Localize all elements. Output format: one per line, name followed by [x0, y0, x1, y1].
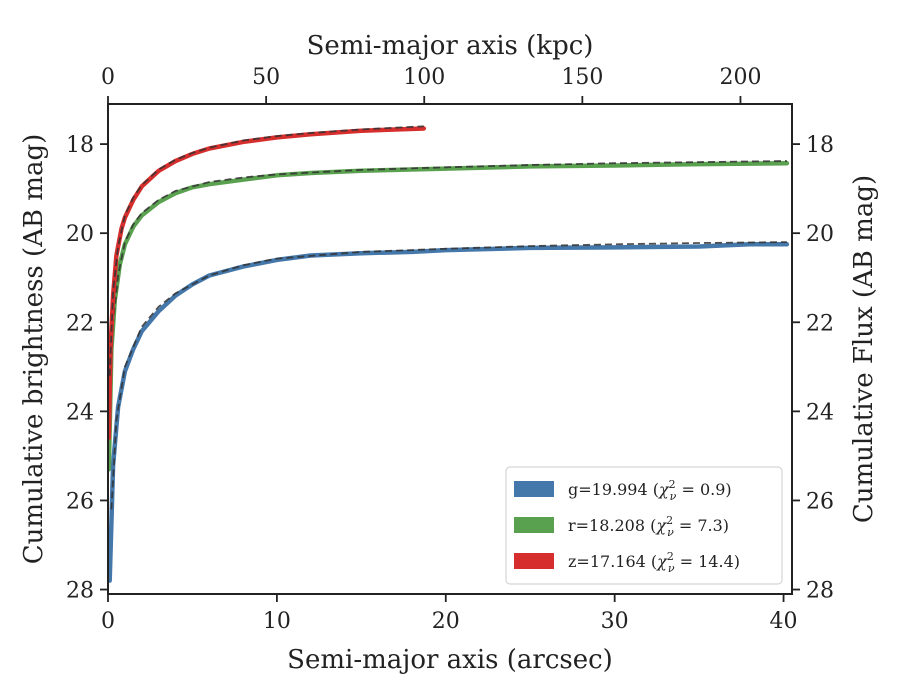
series-2-profile-line	[108, 126, 427, 441]
x-tick-label-1: 10	[263, 609, 291, 634]
top-x-tick-label-1: 50	[252, 65, 280, 90]
legend-label-1: r=18.208 (χ2 ν = 7.3)	[568, 514, 729, 539]
series-1-model-line	[108, 160, 787, 403]
y-tick-label-3: 24	[66, 400, 94, 425]
right-y-tick-label-1: 20	[806, 222, 834, 247]
series-0-model-line	[110, 241, 787, 510]
curves-layer	[108, 125, 790, 583]
series-2-model-line	[108, 125, 424, 376]
y-tick-label-5: 28	[66, 579, 94, 604]
x-axis-title: Semi-major axis (arcsec)	[287, 645, 613, 675]
y-axis-title: Cumulative brightness (AB mag)	[19, 134, 49, 565]
right-y-axis-title: Cumulative Flux (AB mag)	[849, 175, 879, 523]
legend-swatch-0	[514, 481, 554, 497]
top-x-tick-label-0: 0	[101, 65, 115, 90]
legend: g=19.994 (χ2 ν = 0.9) r=18.208 (χ2 ν = 7.3)…	[505, 466, 783, 585]
top-x-tick-label-3: 150	[561, 65, 603, 90]
x-tick-label-0: 0	[101, 609, 115, 634]
legend-swatch-2	[514, 553, 554, 569]
y-tick-label-4: 26	[66, 489, 94, 514]
axes-frame	[107, 103, 793, 595]
legend-label-2: z=17.164 (χ2 ν = 14.4)	[568, 550, 740, 575]
right-y-tick-label-3: 24	[806, 400, 834, 425]
right-y-tick-label-2: 22	[806, 311, 834, 336]
plot-frame	[107, 103, 793, 595]
series-1-profile-line	[108, 160, 790, 472]
legend-label-0: g=19.994 (χ2 ν = 0.9)	[568, 478, 732, 503]
x-tick-label-3: 30	[601, 609, 629, 634]
top-x-tick-label-4: 200	[719, 65, 761, 90]
titles-layer: Semi-major axis (arcsec) Semi-major axis …	[19, 31, 879, 675]
legend-swatch-1	[514, 517, 554, 533]
top-x-axis-title: Semi-major axis (kpc)	[307, 31, 594, 61]
right-y-tick-label-5: 28	[806, 579, 834, 604]
top-x-tick-label-2: 100	[403, 65, 445, 90]
series-0-profile-line	[108, 242, 790, 583]
legend-box	[505, 466, 783, 585]
y-tick-label-0: 18	[66, 133, 94, 158]
x-tick-label-2: 20	[432, 609, 460, 634]
y-tick-label-2: 22	[66, 311, 94, 336]
y-tick-label-1: 20	[66, 222, 94, 247]
right-y-tick-label-0: 18	[806, 133, 834, 158]
x-tick-label-4: 40	[770, 609, 798, 634]
ticks-layer: 0 10 20 30 40 0 50 100 150 200 18 18 20 20 22 22 24 24 26 2…	[66, 65, 834, 634]
right-y-tick-label-4: 26	[806, 489, 834, 514]
